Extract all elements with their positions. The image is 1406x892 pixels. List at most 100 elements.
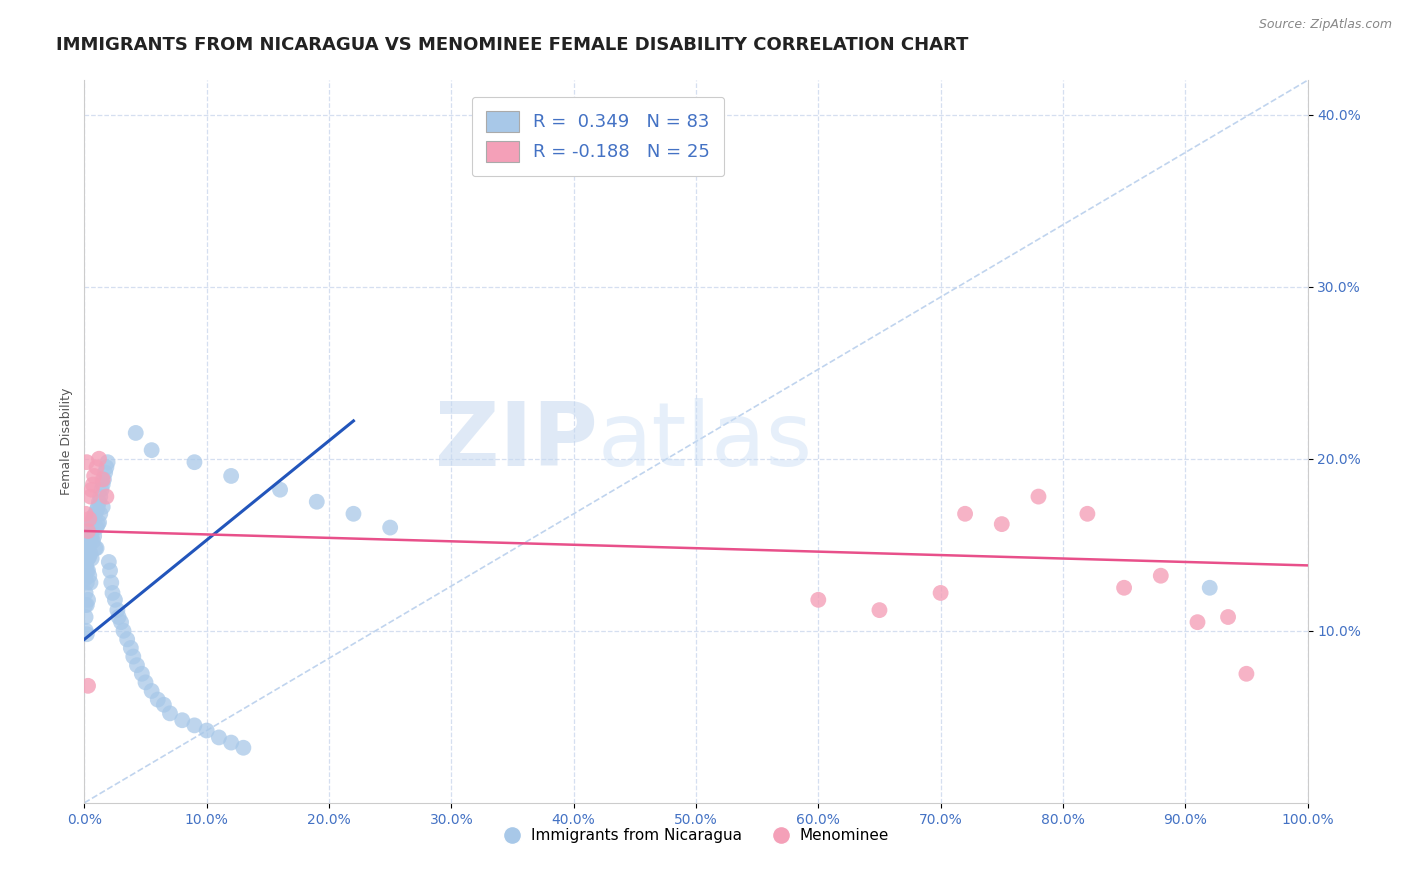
Point xyxy=(1216,610,1239,624)
Point xyxy=(86,541,108,556)
Point xyxy=(1198,581,1220,595)
Point xyxy=(122,649,145,664)
Point xyxy=(79,533,101,547)
Point xyxy=(87,516,110,530)
Point xyxy=(87,517,110,532)
Point xyxy=(82,512,104,526)
Point xyxy=(1150,568,1173,582)
Point xyxy=(87,500,110,514)
Point xyxy=(125,425,148,440)
Point xyxy=(75,598,97,612)
Point xyxy=(87,451,110,466)
Point xyxy=(80,529,103,543)
Point xyxy=(1187,615,1209,630)
Point xyxy=(91,500,114,514)
Point xyxy=(94,466,117,480)
Legend: Immigrants from Nicaragua, Menominee: Immigrants from Nicaragua, Menominee xyxy=(496,822,896,849)
Point xyxy=(79,546,101,560)
Point xyxy=(305,494,328,508)
Point xyxy=(112,624,135,638)
Point xyxy=(86,503,108,517)
Point xyxy=(1236,666,1258,681)
Point xyxy=(153,698,176,712)
Point xyxy=(107,610,129,624)
Point xyxy=(80,483,103,497)
Point xyxy=(183,718,205,732)
Point xyxy=(76,627,98,641)
Point xyxy=(98,564,121,578)
Point xyxy=(91,477,114,491)
Point xyxy=(208,731,231,745)
Point xyxy=(97,455,120,469)
Point xyxy=(93,472,115,486)
Point xyxy=(219,735,242,749)
Point xyxy=(135,675,157,690)
Point xyxy=(269,483,291,497)
Point xyxy=(76,455,98,469)
Point xyxy=(1114,581,1136,595)
Point xyxy=(110,615,132,630)
Point xyxy=(75,624,97,638)
Point xyxy=(75,546,97,560)
Point xyxy=(1076,507,1098,521)
Point xyxy=(96,460,118,475)
Point xyxy=(146,692,169,706)
Point xyxy=(77,679,100,693)
Point xyxy=(232,740,254,755)
Point xyxy=(79,490,101,504)
Point xyxy=(73,572,96,586)
Point xyxy=(90,483,112,497)
Point xyxy=(87,494,110,508)
Point xyxy=(929,586,952,600)
Point xyxy=(342,507,364,521)
Point xyxy=(77,538,100,552)
Y-axis label: Female Disability: Female Disability xyxy=(60,388,73,495)
Point xyxy=(75,507,97,521)
Point xyxy=(91,472,114,486)
Point xyxy=(125,658,148,673)
Text: atlas: atlas xyxy=(598,398,813,485)
Point xyxy=(1028,490,1050,504)
Point xyxy=(76,598,98,612)
Point xyxy=(77,568,100,582)
Point xyxy=(76,541,98,556)
Point xyxy=(115,632,138,647)
Point xyxy=(953,507,976,521)
Point xyxy=(219,469,242,483)
Point xyxy=(991,517,1014,532)
Point xyxy=(869,603,891,617)
Point xyxy=(141,684,163,698)
Point xyxy=(75,586,97,600)
Point xyxy=(77,564,100,578)
Text: Source: ZipAtlas.com: Source: ZipAtlas.com xyxy=(1258,18,1392,31)
Point xyxy=(77,551,100,566)
Point xyxy=(76,564,98,578)
Point xyxy=(807,592,830,607)
Point xyxy=(79,520,101,534)
Point xyxy=(183,455,205,469)
Point xyxy=(172,713,194,727)
Point xyxy=(380,520,402,534)
Point xyxy=(77,529,100,543)
Point xyxy=(82,477,104,491)
Point xyxy=(75,558,97,573)
Point xyxy=(77,524,100,538)
Point xyxy=(120,640,142,655)
Point xyxy=(82,534,104,549)
Text: IMMIGRANTS FROM NICARAGUA VS MENOMINEE FEMALE DISABILITY CORRELATION CHART: IMMIGRANTS FROM NICARAGUA VS MENOMINEE F… xyxy=(56,36,969,54)
Point xyxy=(105,603,128,617)
Point xyxy=(79,575,101,590)
Point xyxy=(83,529,105,543)
Point xyxy=(80,551,103,566)
Point xyxy=(89,507,111,521)
Point xyxy=(76,575,98,590)
Point xyxy=(80,516,103,530)
Text: ZIP: ZIP xyxy=(436,398,598,485)
Point xyxy=(77,534,100,549)
Point xyxy=(104,592,127,607)
Point xyxy=(89,490,111,504)
Point xyxy=(77,549,100,564)
Point xyxy=(96,490,118,504)
Point xyxy=(100,575,122,590)
Point xyxy=(84,507,107,521)
